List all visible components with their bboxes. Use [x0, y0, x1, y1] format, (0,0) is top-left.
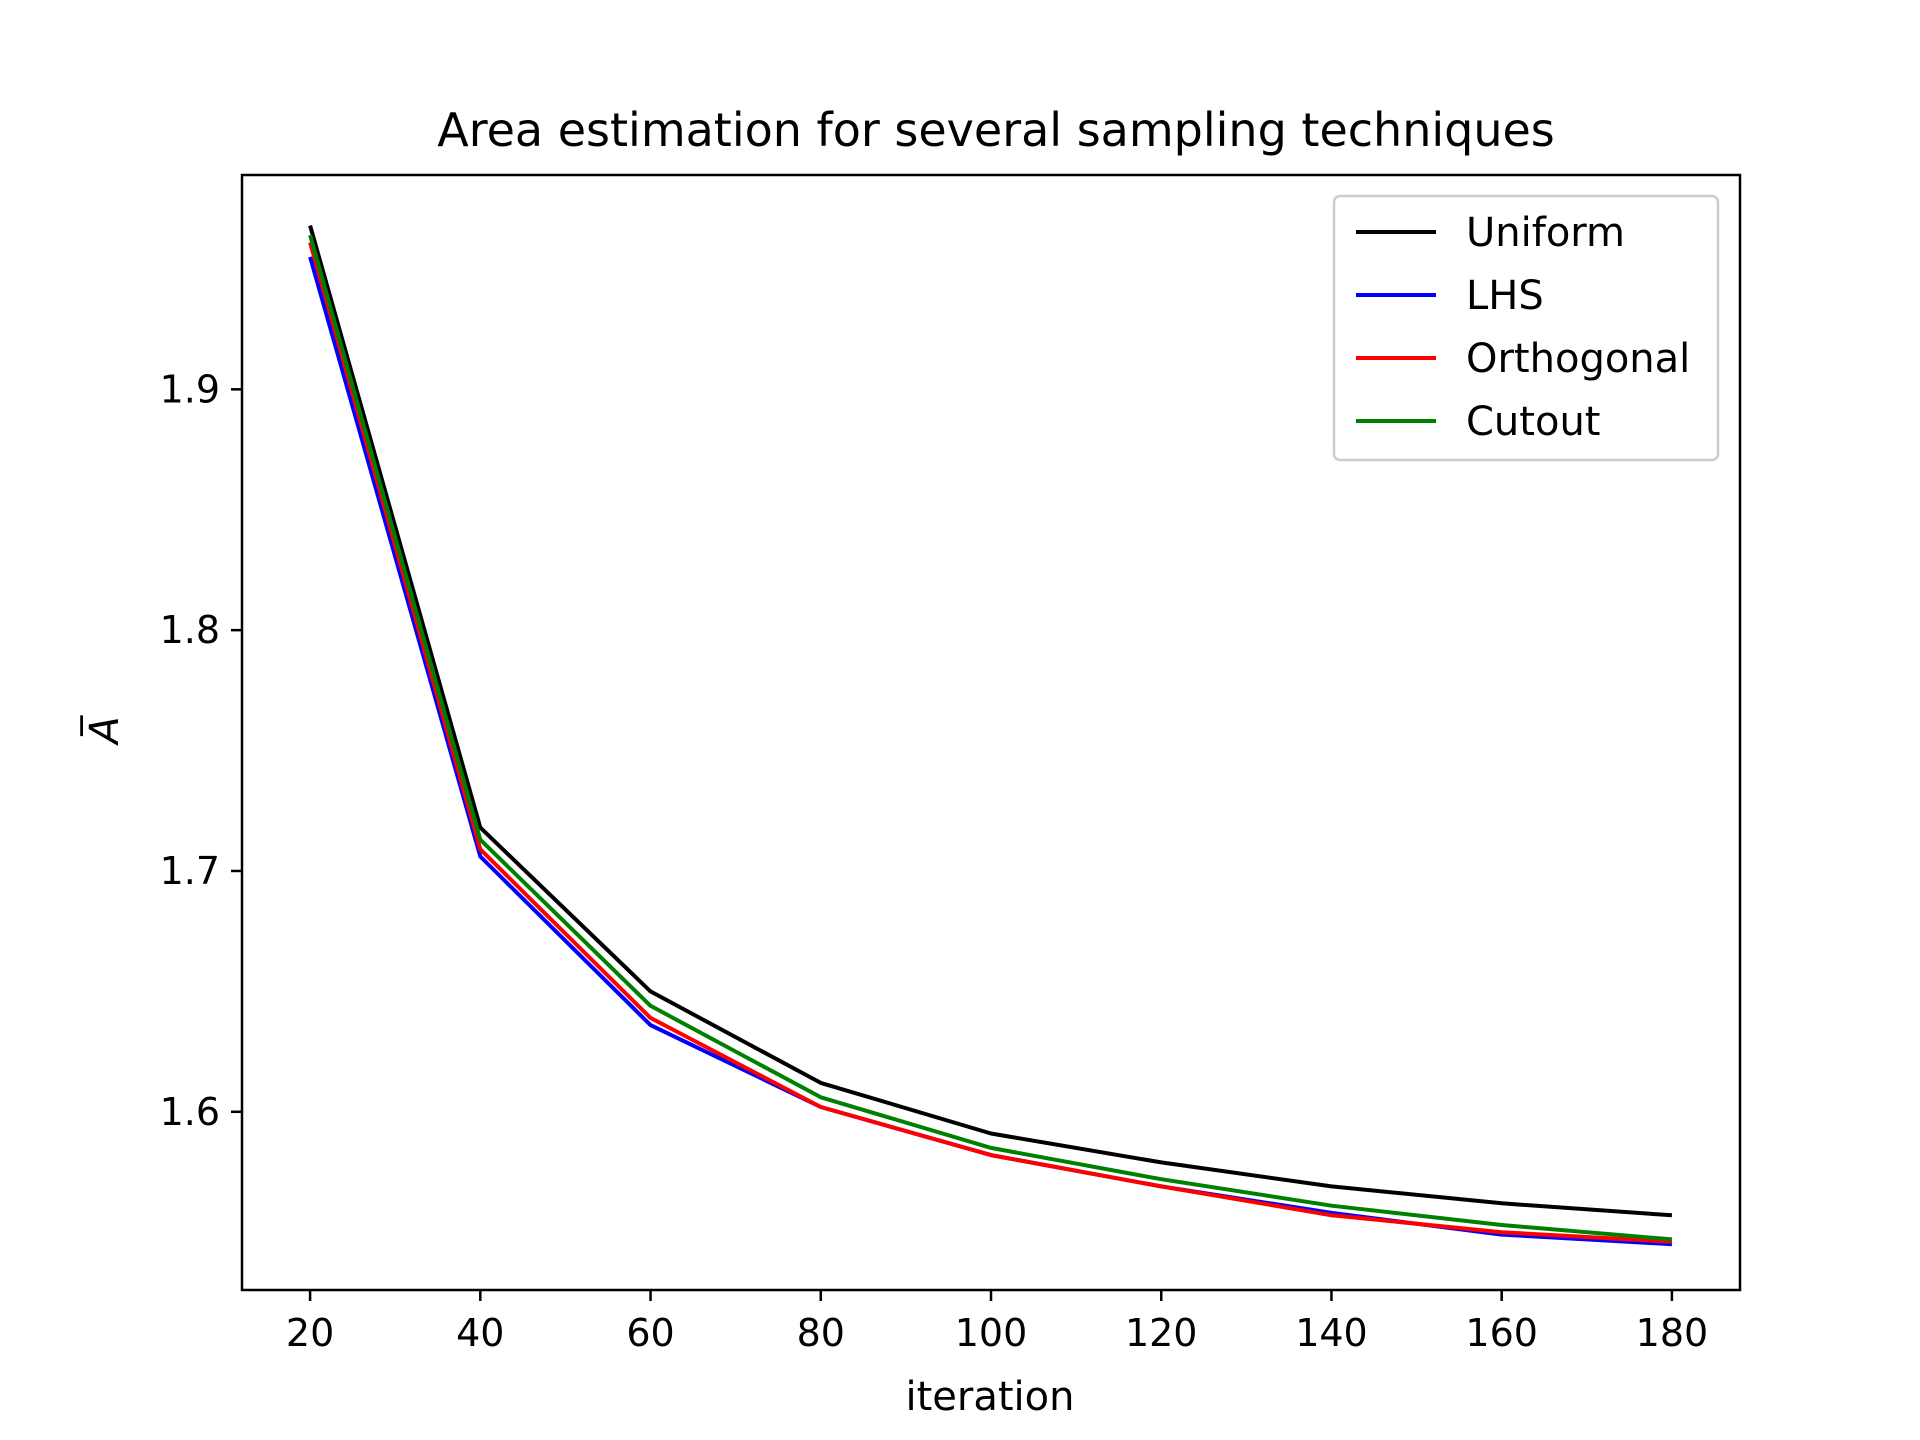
- legend-box: [1332, 194, 1720, 462]
- y-axis-label: A̅: [80, 715, 128, 747]
- y-tick-label: 1.7: [160, 849, 220, 893]
- series-line-uniform: [308, 225, 1673, 1218]
- x-tick-label: 160: [1465, 1311, 1538, 1355]
- y-tick-label: 1.9: [160, 367, 220, 411]
- x-tick-label: 20: [286, 1311, 334, 1355]
- series-layer: [308, 225, 1673, 1247]
- x-axis: 20 40 60 80 100 120 140 160 180: [286, 1290, 1708, 1355]
- series-line-orthogonal: [308, 241, 1673, 1244]
- chart-title: Area estimation for several sampling tec…: [437, 103, 1555, 157]
- x-axis-label: iteration: [906, 1374, 1075, 1420]
- legend-label-cutout: Cutout: [1466, 399, 1600, 445]
- x-tick-label: 120: [1125, 1311, 1198, 1355]
- y-tick-label: 1.8: [160, 608, 220, 652]
- series-line-cutout: [308, 234, 1673, 1242]
- legend-label-uniform: Uniform: [1466, 210, 1625, 256]
- legend: Uniform LHS Orthogonal Cutout: [1332, 194, 1720, 462]
- legend-label-lhs: LHS: [1466, 273, 1544, 319]
- x-tick-label: 40: [456, 1311, 504, 1355]
- plot-area: [240, 173, 1742, 1292]
- x-tick-label: 180: [1636, 1311, 1709, 1355]
- x-tick-label: 100: [955, 1311, 1028, 1355]
- legend-label-orthogonal: Orthogonal: [1466, 336, 1690, 382]
- x-tick-label: 80: [797, 1311, 845, 1355]
- x-tick-label: 140: [1295, 1311, 1368, 1355]
- y-axis: 1.6 1.7 1.8 1.9: [160, 367, 242, 1134]
- x-tick-label: 60: [626, 1311, 674, 1355]
- y-tick-label: 1.6: [160, 1090, 220, 1134]
